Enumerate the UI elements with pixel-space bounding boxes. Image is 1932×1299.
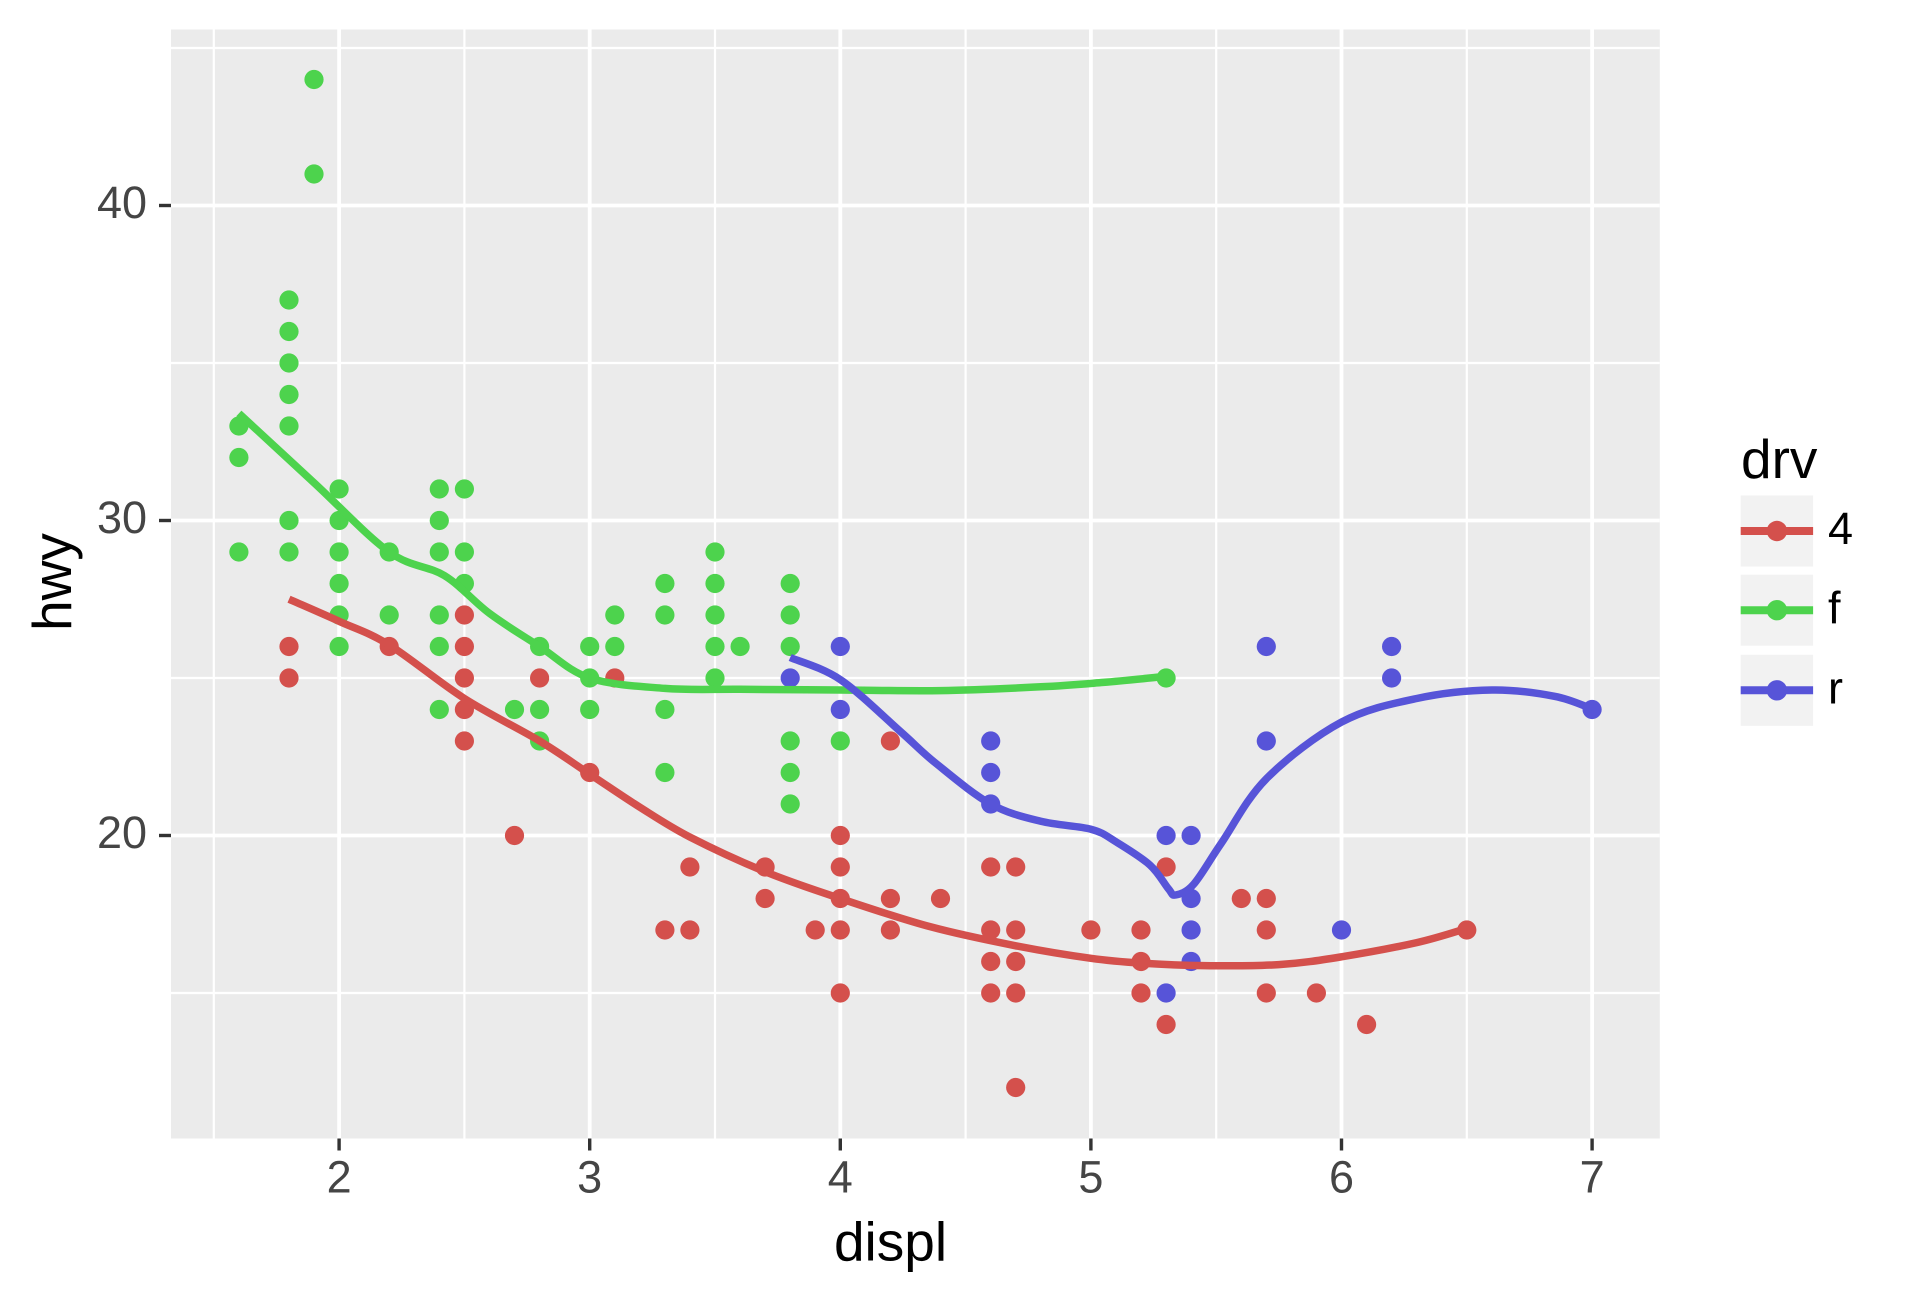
svg-text:hwy: hwy xyxy=(21,533,83,631)
svg-text:2: 2 xyxy=(327,1152,352,1203)
svg-text:7: 7 xyxy=(1580,1152,1605,1203)
svg-text:4: 4 xyxy=(1828,503,1853,554)
svg-text:displ: displ xyxy=(834,1211,947,1273)
svg-text:6: 6 xyxy=(1329,1152,1354,1203)
svg-text:drv: drv xyxy=(1741,428,1818,490)
svg-text:30: 30 xyxy=(97,492,147,543)
svg-text:f: f xyxy=(1828,582,1841,633)
svg-text:3: 3 xyxy=(577,1152,602,1203)
svg-text:40: 40 xyxy=(97,177,147,228)
svg-text:20: 20 xyxy=(97,807,147,858)
svg-text:4: 4 xyxy=(828,1152,853,1203)
svg-text:5: 5 xyxy=(1078,1152,1103,1203)
svg-text:r: r xyxy=(1828,663,1843,714)
